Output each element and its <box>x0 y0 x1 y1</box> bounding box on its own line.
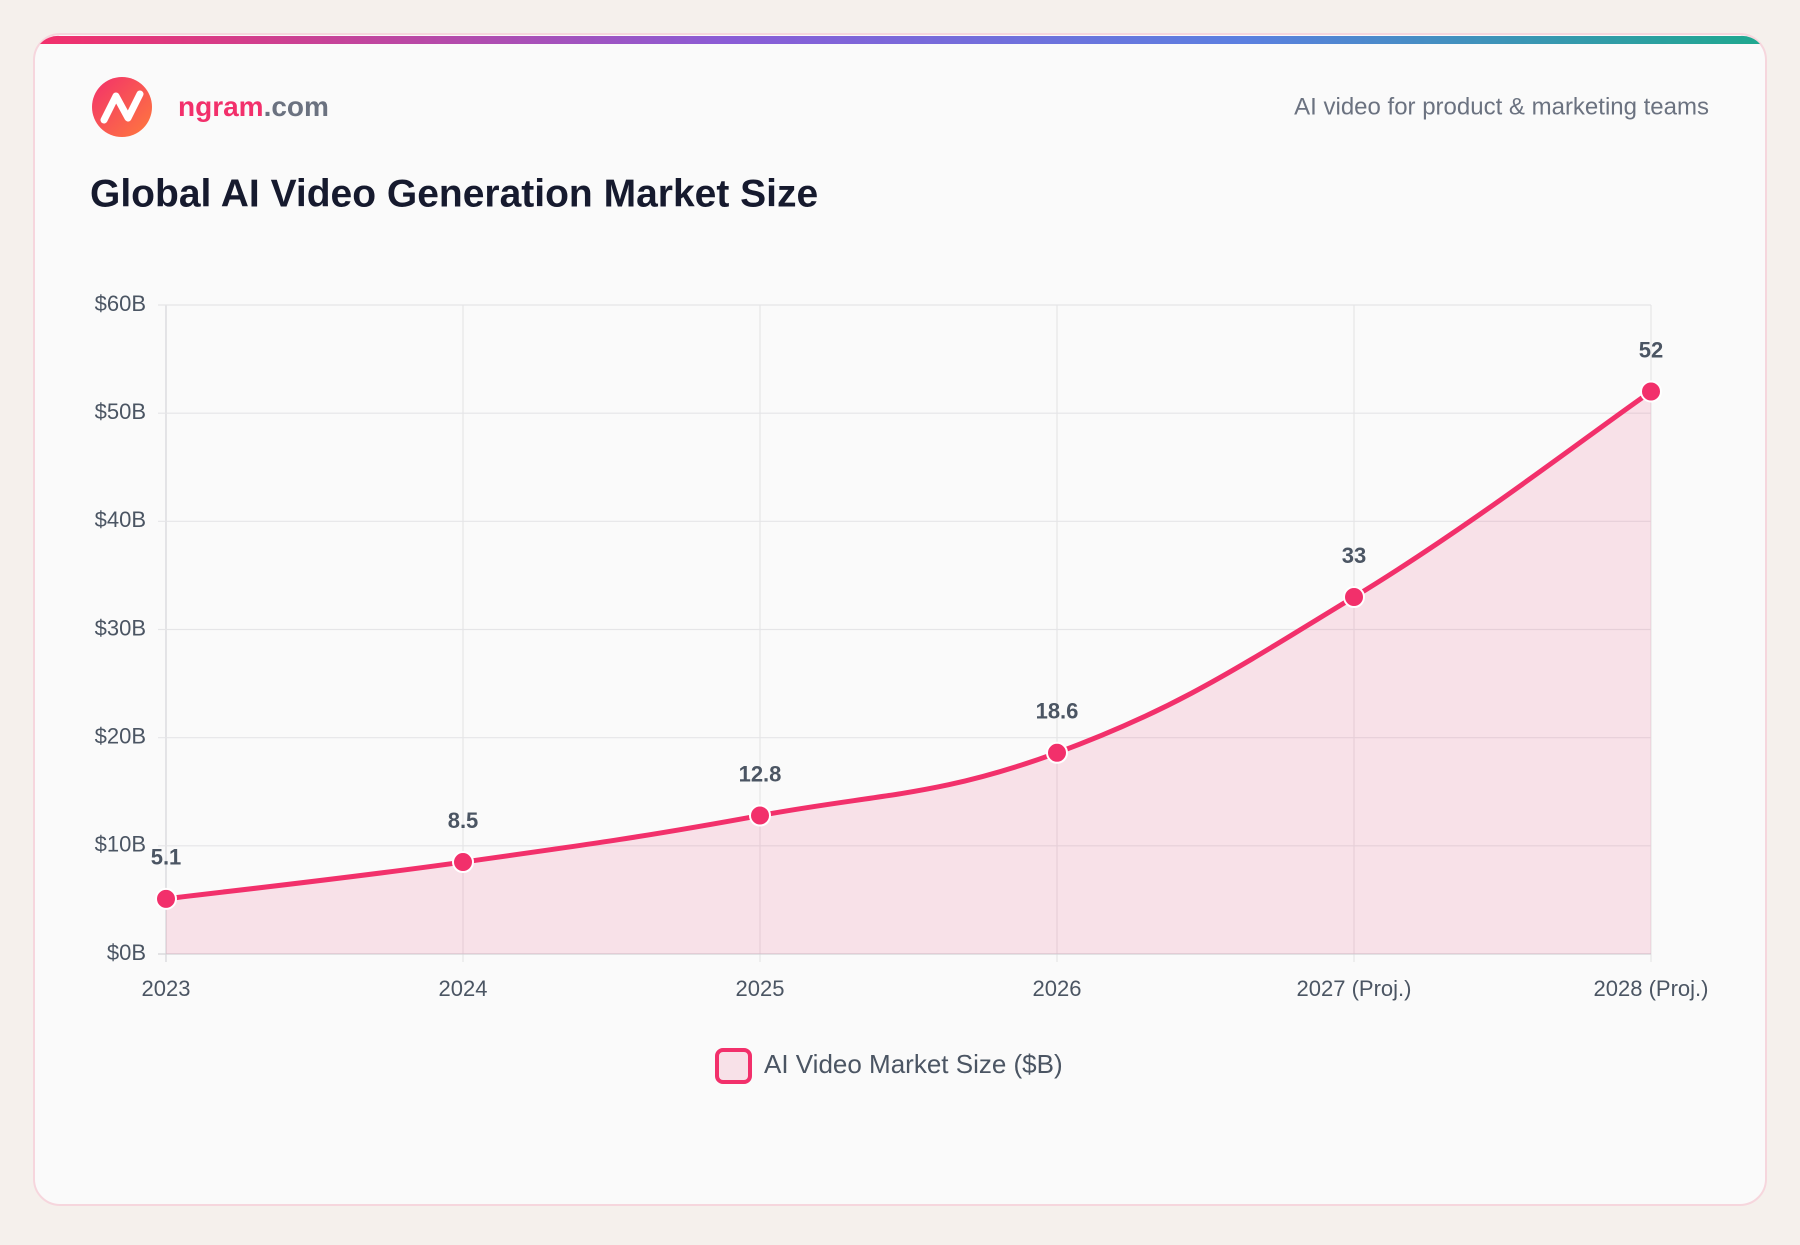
x-tick-label: 2024 <box>439 976 488 1001</box>
brand: ngram.com <box>178 91 329 122</box>
legend-label: AI Video Market Size ($B) <box>764 1049 1063 1079</box>
y-tick-label: $30B <box>95 615 146 640</box>
point <box>1343 586 1365 609</box>
legend-swatch <box>715 1048 752 1084</box>
top-bar <box>40 35 1760 44</box>
line <box>165 389 1653 902</box>
x-tick-label: 2028 (Proj.) <box>1594 976 1709 1001</box>
point <box>1046 741 1068 764</box>
data-label: 18.6 <box>1036 699 1079 724</box>
chart-title: Global AI Video Generation Market Size <box>90 172 818 215</box>
data-label: 5.1 <box>151 845 182 870</box>
brand-domain: .com <box>264 91 329 122</box>
point <box>749 804 771 827</box>
point <box>1640 380 1662 403</box>
tagline: AI video for product & marketing teams <box>1294 93 1709 120</box>
area <box>166 391 1651 954</box>
legend-item: AI Video Market Size ($B) <box>715 1048 1063 1084</box>
brand-name: ngram <box>178 91 264 122</box>
data-label: 8.5 <box>448 808 479 833</box>
point <box>452 851 474 874</box>
y-tick-label: $20B <box>95 723 146 748</box>
x-tick-label: 2025 <box>736 976 785 1001</box>
x-tick-label: 2026 <box>1033 976 1082 1001</box>
y-tick-label: $40B <box>95 507 146 532</box>
data-label: 33 <box>1342 543 1366 568</box>
y-tick-label: $10B <box>95 832 146 857</box>
point <box>155 887 177 910</box>
y-tick-label: $0B <box>107 940 146 965</box>
x-tick-label: 2027 (Proj.) <box>1297 976 1412 1001</box>
data-label: 12.8 <box>739 761 782 786</box>
y-tick-label: $50B <box>95 399 146 424</box>
logo <box>92 77 152 137</box>
plot: 2023 2024 2025 2026 2027 (Proj.) 2028 (Proj.)… <box>95 291 1709 1001</box>
x-tick-label: 2023 <box>142 976 191 1001</box>
y-tick-label: $60B <box>95 291 146 316</box>
card <box>33 33 1767 1206</box>
data-label: 52 <box>1639 337 1663 362</box>
